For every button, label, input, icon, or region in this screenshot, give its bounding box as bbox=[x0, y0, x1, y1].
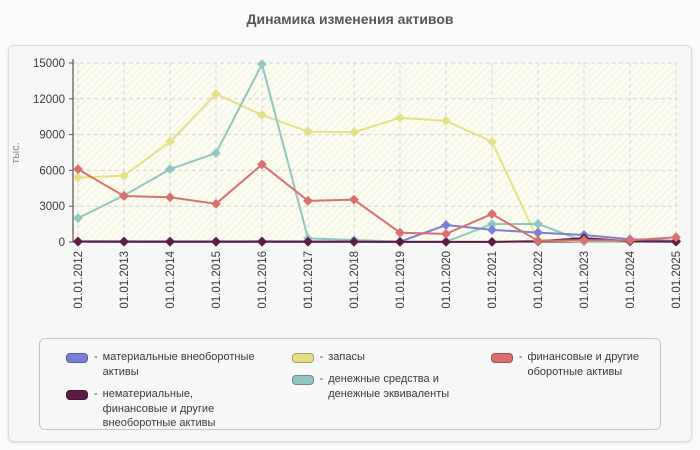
y-tick-label: 12000 bbox=[33, 94, 65, 106]
series-line bbox=[77, 163, 677, 242]
series-marker[interactable] bbox=[165, 136, 175, 147]
legend-swatch-icon bbox=[291, 353, 314, 363]
x-tick-label: 01.01.2019 bbox=[395, 251, 407, 309]
series-marker[interactable] bbox=[533, 218, 543, 229]
series-marker[interactable] bbox=[349, 127, 359, 138]
legend-dash: - bbox=[518, 351, 523, 363]
x-tick-label: 01.01.2022 bbox=[533, 251, 545, 309]
legend-item: - денежные средства и денежные эквивалент… bbox=[291, 372, 491, 402]
series-marker[interactable] bbox=[73, 213, 83, 224]
series-marker[interactable] bbox=[349, 236, 359, 247]
legend-dash: - bbox=[94, 351, 98, 363]
legend-dash: - bbox=[319, 351, 324, 363]
x-tick-label: 01.01.2015 bbox=[211, 251, 223, 309]
series-marker[interactable] bbox=[303, 236, 313, 247]
legend-label: материальные внеоборотные активы bbox=[102, 351, 255, 378]
legend-item: - материальные внеоборотные активы bbox=[66, 350, 292, 380]
series-marker[interactable] bbox=[165, 192, 175, 203]
series-marker[interactable] bbox=[487, 224, 497, 235]
series-marker[interactable] bbox=[395, 227, 405, 238]
series-marker[interactable] bbox=[257, 159, 267, 170]
chart-canvas: 0 3000 6000 9000 12000 15000 01.01.2012 01.01.2… bbox=[10, 58, 683, 309]
series-marker[interactable] bbox=[441, 236, 451, 247]
series-marker[interactable] bbox=[257, 59, 267, 70]
x-tick-label: 01.01.2013 bbox=[119, 251, 131, 309]
series-marker[interactable] bbox=[441, 115, 451, 126]
chart-legend: - материальные внеоборотные активы - немате… bbox=[39, 338, 661, 430]
legend-swatch-icon bbox=[291, 374, 314, 385]
series-marker[interactable] bbox=[579, 235, 589, 246]
y-tick-label: 15000 bbox=[33, 58, 65, 70]
series-marker[interactable] bbox=[303, 126, 313, 137]
plot-area-background bbox=[73, 63, 678, 242]
series-marker[interactable] bbox=[119, 236, 129, 247]
legend-swatch-icon bbox=[490, 353, 513, 363]
series-marker[interactable] bbox=[625, 235, 635, 246]
x-tick-label: 01.01.2024 bbox=[625, 250, 637, 308]
chart-card: 0 3000 6000 9000 12000 15000 01.01.2012 01.01.2… bbox=[8, 45, 692, 442]
legend-swatch-icon bbox=[66, 389, 88, 400]
x-tick-label: 01.01.2025 bbox=[671, 251, 683, 309]
series-marker[interactable] bbox=[257, 110, 267, 120]
series-marker[interactable] bbox=[119, 170, 129, 181]
y-tick-label: 9000 bbox=[39, 130, 65, 142]
series-marker[interactable] bbox=[349, 194, 359, 205]
series-marker[interactable] bbox=[73, 164, 83, 175]
legend-dash: - bbox=[94, 387, 98, 400]
series-marker[interactable] bbox=[211, 198, 221, 209]
y-axis-title: тыс. bbox=[10, 142, 22, 164]
series-marker[interactable] bbox=[487, 209, 497, 219]
legend-item: - финансовые и другие оборотные активы bbox=[490, 350, 660, 380]
series-marker[interactable] bbox=[395, 236, 405, 247]
chart-title: Динамика изменения активов bbox=[246, 11, 454, 27]
x-tick-label: 01.01.2023 bbox=[579, 251, 591, 309]
x-tick-label: 01.01.2021 bbox=[487, 251, 499, 309]
legend-label: денежные средства и денежные эквиваленты bbox=[328, 372, 450, 400]
x-tick-label: 01.01.2012 bbox=[73, 251, 85, 309]
series-marker[interactable] bbox=[441, 228, 451, 239]
x-tick-label: 01.01.2017 bbox=[303, 251, 315, 309]
series-marker[interactable] bbox=[119, 191, 129, 201]
series-marker[interactable] bbox=[211, 89, 221, 99]
legend-item: - запасы bbox=[291, 350, 491, 365]
series-marker[interactable] bbox=[441, 220, 451, 230]
legend-column: - запасы - денежные средства и денежные экв… bbox=[291, 350, 491, 429]
x-tick-label: 01.01.2020 bbox=[441, 251, 453, 309]
series-marker[interactable] bbox=[533, 235, 543, 246]
series-marker[interactable] bbox=[487, 236, 497, 247]
legend-column: - финансовые и другие оборотные активы bbox=[490, 350, 660, 429]
x-tick-label: 01.01.2018 bbox=[349, 251, 361, 309]
series-marker[interactable] bbox=[395, 112, 405, 123]
series-marker[interactable] bbox=[165, 164, 175, 175]
legend-column: - материальные внеоборотные активы - немате… bbox=[66, 350, 292, 429]
x-tick-label: 01.01.2016 bbox=[257, 251, 269, 309]
series-marker[interactable] bbox=[211, 148, 221, 159]
series-marker[interactable] bbox=[303, 195, 313, 206]
series-marker[interactable] bbox=[165, 236, 175, 247]
legend-item: - нематериальные, финансовые и другие вне… bbox=[66, 387, 292, 432]
series-marker[interactable] bbox=[671, 232, 681, 243]
x-tick-label: 01.01.2014 bbox=[165, 250, 177, 308]
y-tick-label: 0 bbox=[59, 237, 65, 249]
series-line bbox=[77, 237, 677, 243]
legend-swatch-icon bbox=[66, 353, 88, 363]
legend-label: финансовые и другие оборотные активы bbox=[527, 351, 639, 378]
y-tick-label: 6000 bbox=[39, 165, 65, 177]
series-marker[interactable] bbox=[73, 236, 83, 247]
y-tick-label: 3000 bbox=[39, 201, 65, 213]
series-marker[interactable] bbox=[211, 236, 221, 247]
series-marker[interactable] bbox=[257, 236, 267, 247]
series-marker[interactable] bbox=[73, 172, 83, 183]
series-marker[interactable] bbox=[487, 136, 497, 147]
legend-dash: - bbox=[319, 372, 324, 385]
legend-label: нематериальные, финансовые и другие внео… bbox=[102, 387, 216, 430]
legend-label: запасы bbox=[328, 351, 365, 363]
